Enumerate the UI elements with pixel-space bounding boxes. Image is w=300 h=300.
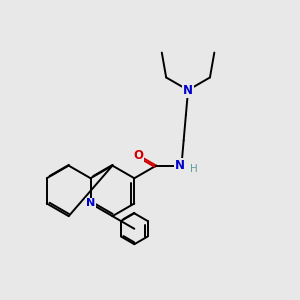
Text: H: H [190,164,197,174]
Text: N: N [183,84,193,97]
Text: O: O [133,149,143,162]
Text: N: N [86,199,95,208]
Text: N: N [175,159,185,172]
